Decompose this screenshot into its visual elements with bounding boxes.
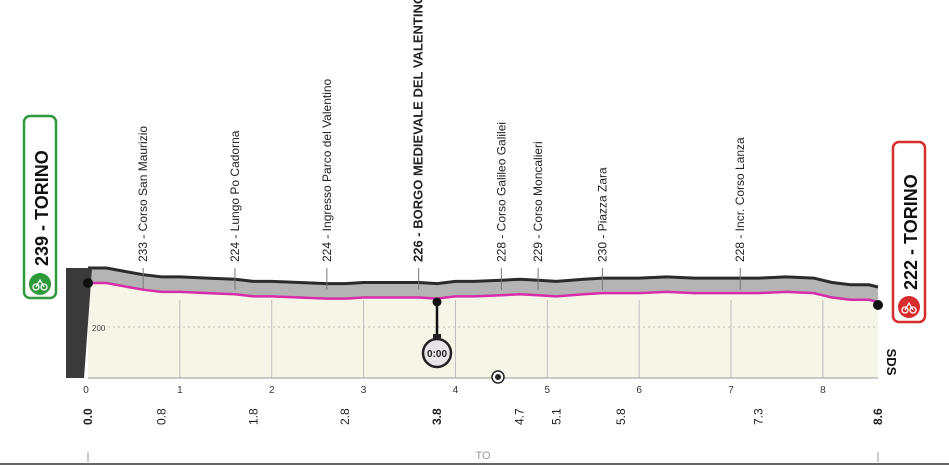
cyclist-icon (898, 296, 920, 318)
km-tick-label: 3 (361, 385, 367, 396)
km-tick-label: 8 (820, 385, 826, 396)
waypoint-label: 226 - BORGO MEDIEVALE DEL VALENTINO (411, 0, 426, 262)
distance-label: 0.8 (154, 408, 168, 425)
elevation-top-line (88, 266, 879, 289)
waypoint-label: 233 - Corso San Maurizio (136, 126, 150, 262)
km-tick-label: 4 (453, 385, 459, 396)
y-tick-label: 200 (92, 324, 106, 333)
distance-label: 5.1 (549, 408, 563, 425)
footer-label: TO (475, 450, 491, 462)
distance-label: 4.7 (513, 408, 527, 425)
distance-label: 2.8 (338, 408, 352, 425)
waypoint-lines (142, 268, 741, 290)
timecheck-marker: 0:00 (421, 297, 453, 369)
km-tick-labels: 0 1 2 3 4 5 6 7 8 (83, 385, 826, 396)
intermediate-sprint-icon (491, 370, 505, 384)
elevation-band (88, 268, 878, 302)
waypoint-label: 230 - Piazza Zara (595, 167, 609, 262)
route-line-group (88, 281, 879, 304)
km-tick-label: 5 (545, 385, 551, 396)
profile-left-edge (66, 268, 92, 378)
distance-labels: 0.0 0.8 1.8 2.8 3.8 4.7 5.1 5.8 7.3 8.6 (81, 408, 885, 425)
profile-area (88, 283, 878, 378)
start-badge: 239 - TORINO (22, 114, 58, 300)
timecheck-label: 0:00 (427, 349, 447, 360)
waypoint-label: 228 - Incr. Corso Lanza (733, 137, 747, 262)
start-badge-text: 239 - TORINO (32, 150, 52, 266)
distance-label: 5.8 (614, 408, 628, 425)
distance-label: 7.3 (752, 408, 766, 425)
waypoint-labels: 233 - Corso San Maurizio 224 - Lungo Po C… (136, 0, 747, 262)
finish-badge: 222 - TORINO (891, 140, 927, 324)
km-tick-label: 6 (636, 385, 642, 396)
finish-point (873, 300, 883, 310)
route-line (88, 281, 879, 304)
waypoint-label: 224 - Lungo Po Cadorna (228, 130, 242, 262)
waypoint-label: 228 - Corso Galileo Galilei (494, 122, 508, 262)
distance-label: 3.8 (430, 408, 444, 425)
distance-label: 1.8 (246, 408, 260, 425)
cyclist-icon (29, 273, 51, 295)
sds-label: SDS (884, 349, 899, 376)
distance-label: 0.0 (81, 408, 95, 425)
km-tick-label: 7 (728, 385, 734, 396)
waypoint-label: 224 - Ingresso Parco del Valentino (320, 78, 334, 262)
km-tick-label: 2 (269, 385, 275, 396)
start-point (83, 278, 93, 288)
km-tick-label: 0 (83, 385, 89, 396)
distance-label: 8.6 (871, 408, 885, 425)
km-tick-label: 1 (177, 385, 183, 396)
km-grid (88, 300, 878, 379)
waypoint-label: 229 - Corso Moncalieri (531, 141, 545, 262)
profile-areas (88, 266, 879, 378)
finish-badge-text: 222 - TORINO (901, 174, 921, 290)
